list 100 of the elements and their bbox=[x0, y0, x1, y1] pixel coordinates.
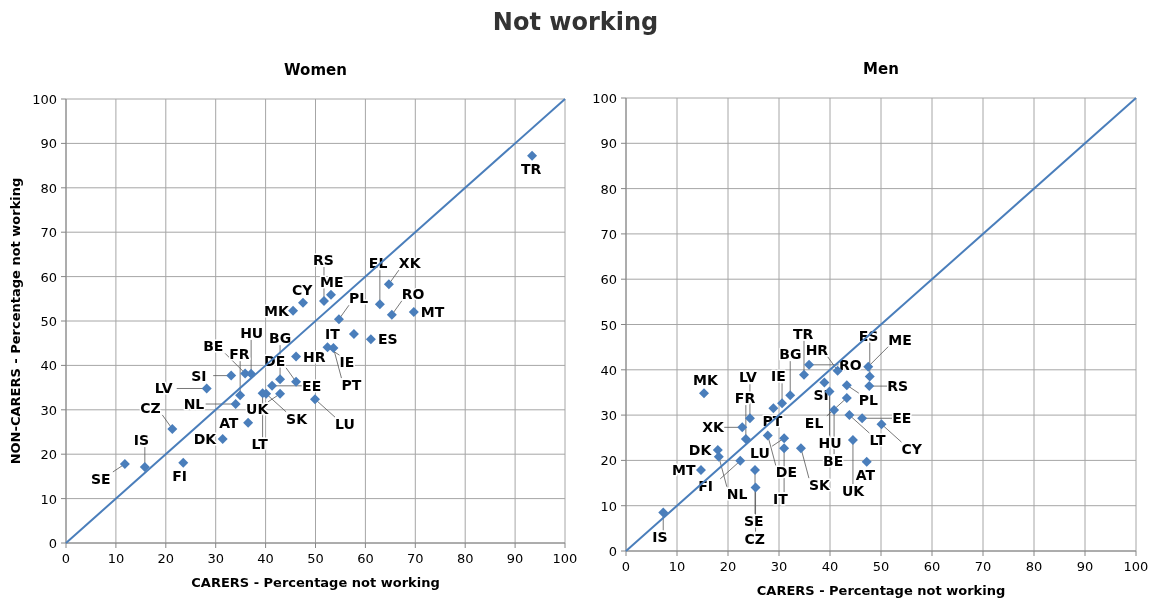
annotation: RS bbox=[887, 378, 909, 395]
point bbox=[325, 289, 336, 300]
annotation: AT bbox=[219, 414, 239, 431]
annotation: TR bbox=[521, 160, 542, 177]
chart-title: Men bbox=[863, 60, 899, 78]
annotation: FR bbox=[734, 390, 756, 407]
point bbox=[226, 370, 237, 381]
y-tick-label: 60 bbox=[40, 269, 57, 285]
annotation: MK bbox=[264, 302, 290, 319]
annotation: CZ bbox=[744, 530, 765, 547]
point bbox=[298, 297, 309, 308]
annotation: ME bbox=[888, 331, 912, 348]
annotation: LT bbox=[251, 436, 269, 453]
annotation: ME bbox=[319, 273, 344, 290]
point bbox=[291, 376, 302, 387]
annotation: HU bbox=[818, 434, 842, 451]
point bbox=[167, 423, 178, 434]
y-tick-label: 30 bbox=[40, 402, 57, 418]
annotation: CY bbox=[901, 441, 923, 458]
point bbox=[235, 390, 246, 401]
point bbox=[288, 305, 299, 316]
annotation: IT bbox=[773, 491, 789, 508]
point bbox=[841, 380, 852, 391]
annotation: FI bbox=[172, 467, 188, 484]
y-tick-label: 90 bbox=[600, 136, 617, 152]
annotation: BG bbox=[779, 346, 802, 363]
point bbox=[318, 296, 329, 307]
y-tick-label: 70 bbox=[600, 226, 617, 242]
annotation: HR bbox=[805, 341, 829, 358]
x-tick-label: 70 bbox=[407, 551, 424, 566]
annotation: NL bbox=[183, 396, 205, 413]
annotation: IS bbox=[652, 529, 668, 546]
annotation: SI bbox=[191, 367, 207, 384]
annotation: CY bbox=[292, 281, 314, 298]
y-tick-label: 20 bbox=[40, 447, 57, 463]
x-tick-label: 0 bbox=[621, 559, 631, 574]
y-tick-label: 10 bbox=[40, 491, 57, 507]
y-tick-label: 80 bbox=[600, 181, 617, 197]
annotation: LV bbox=[154, 380, 173, 397]
x-tick-label: 20 bbox=[719, 559, 737, 574]
annotation: EE bbox=[302, 377, 322, 394]
annotation: BG bbox=[269, 330, 292, 347]
annotation: UK bbox=[246, 400, 270, 417]
point bbox=[857, 413, 868, 424]
annotation: RS bbox=[312, 252, 334, 269]
annotation: CZ bbox=[140, 399, 161, 416]
point bbox=[844, 410, 855, 421]
annotation: SK bbox=[286, 410, 309, 427]
point bbox=[178, 457, 189, 468]
x-tick-label: 10 bbox=[107, 551, 125, 566]
point bbox=[243, 417, 254, 428]
point bbox=[119, 458, 130, 469]
y-tick-label: 40 bbox=[40, 358, 57, 374]
point bbox=[795, 443, 806, 454]
annotation: IS bbox=[133, 432, 150, 449]
point bbox=[841, 392, 852, 403]
annotation: BE bbox=[823, 453, 844, 470]
annotation: HU bbox=[240, 324, 264, 341]
point bbox=[819, 377, 830, 388]
annotation: LV bbox=[738, 369, 757, 386]
x-tick-label: 80 bbox=[456, 551, 474, 566]
point bbox=[779, 433, 790, 444]
annotation: EL bbox=[804, 414, 824, 431]
text: Not working bbox=[492, 8, 659, 36]
point bbox=[876, 419, 887, 430]
x-tick-label: 10 bbox=[668, 559, 686, 574]
x-tick-label: 50 bbox=[307, 551, 324, 566]
point bbox=[737, 422, 748, 433]
annotation: RO bbox=[839, 356, 862, 373]
point bbox=[847, 435, 858, 446]
point bbox=[201, 383, 212, 394]
annotation: IE bbox=[771, 368, 786, 385]
y-axis-title: NON-CARERS - Percentage not working bbox=[8, 177, 23, 465]
point bbox=[139, 462, 150, 473]
x-tick-label: 20 bbox=[157, 551, 175, 566]
point bbox=[217, 434, 228, 445]
y-tick-label: 50 bbox=[40, 314, 57, 329]
y-tick-label: 40 bbox=[600, 362, 617, 378]
annotation: IT bbox=[324, 325, 341, 342]
y-tick-label: 20 bbox=[600, 453, 617, 469]
x-tick-label: 70 bbox=[974, 559, 992, 574]
annotation: PL bbox=[348, 290, 369, 307]
point bbox=[798, 369, 809, 380]
point bbox=[777, 398, 788, 409]
point bbox=[527, 150, 538, 161]
annotation: ES bbox=[377, 331, 398, 348]
point bbox=[744, 413, 755, 424]
point bbox=[699, 388, 710, 399]
point bbox=[333, 314, 344, 325]
y-tick-label: 100 bbox=[592, 91, 617, 106]
x-tick-label: 60 bbox=[923, 559, 941, 574]
x-tick-label: 100 bbox=[552, 551, 578, 566]
annotation: RO bbox=[401, 285, 425, 302]
y-tick-label: 10 bbox=[600, 498, 617, 514]
annotation: DE bbox=[775, 464, 797, 481]
point bbox=[348, 328, 359, 339]
annotation: LU bbox=[335, 416, 355, 433]
annotation: DK bbox=[193, 431, 218, 448]
annotation: EE bbox=[892, 410, 912, 427]
annotation: DK bbox=[688, 441, 713, 458]
